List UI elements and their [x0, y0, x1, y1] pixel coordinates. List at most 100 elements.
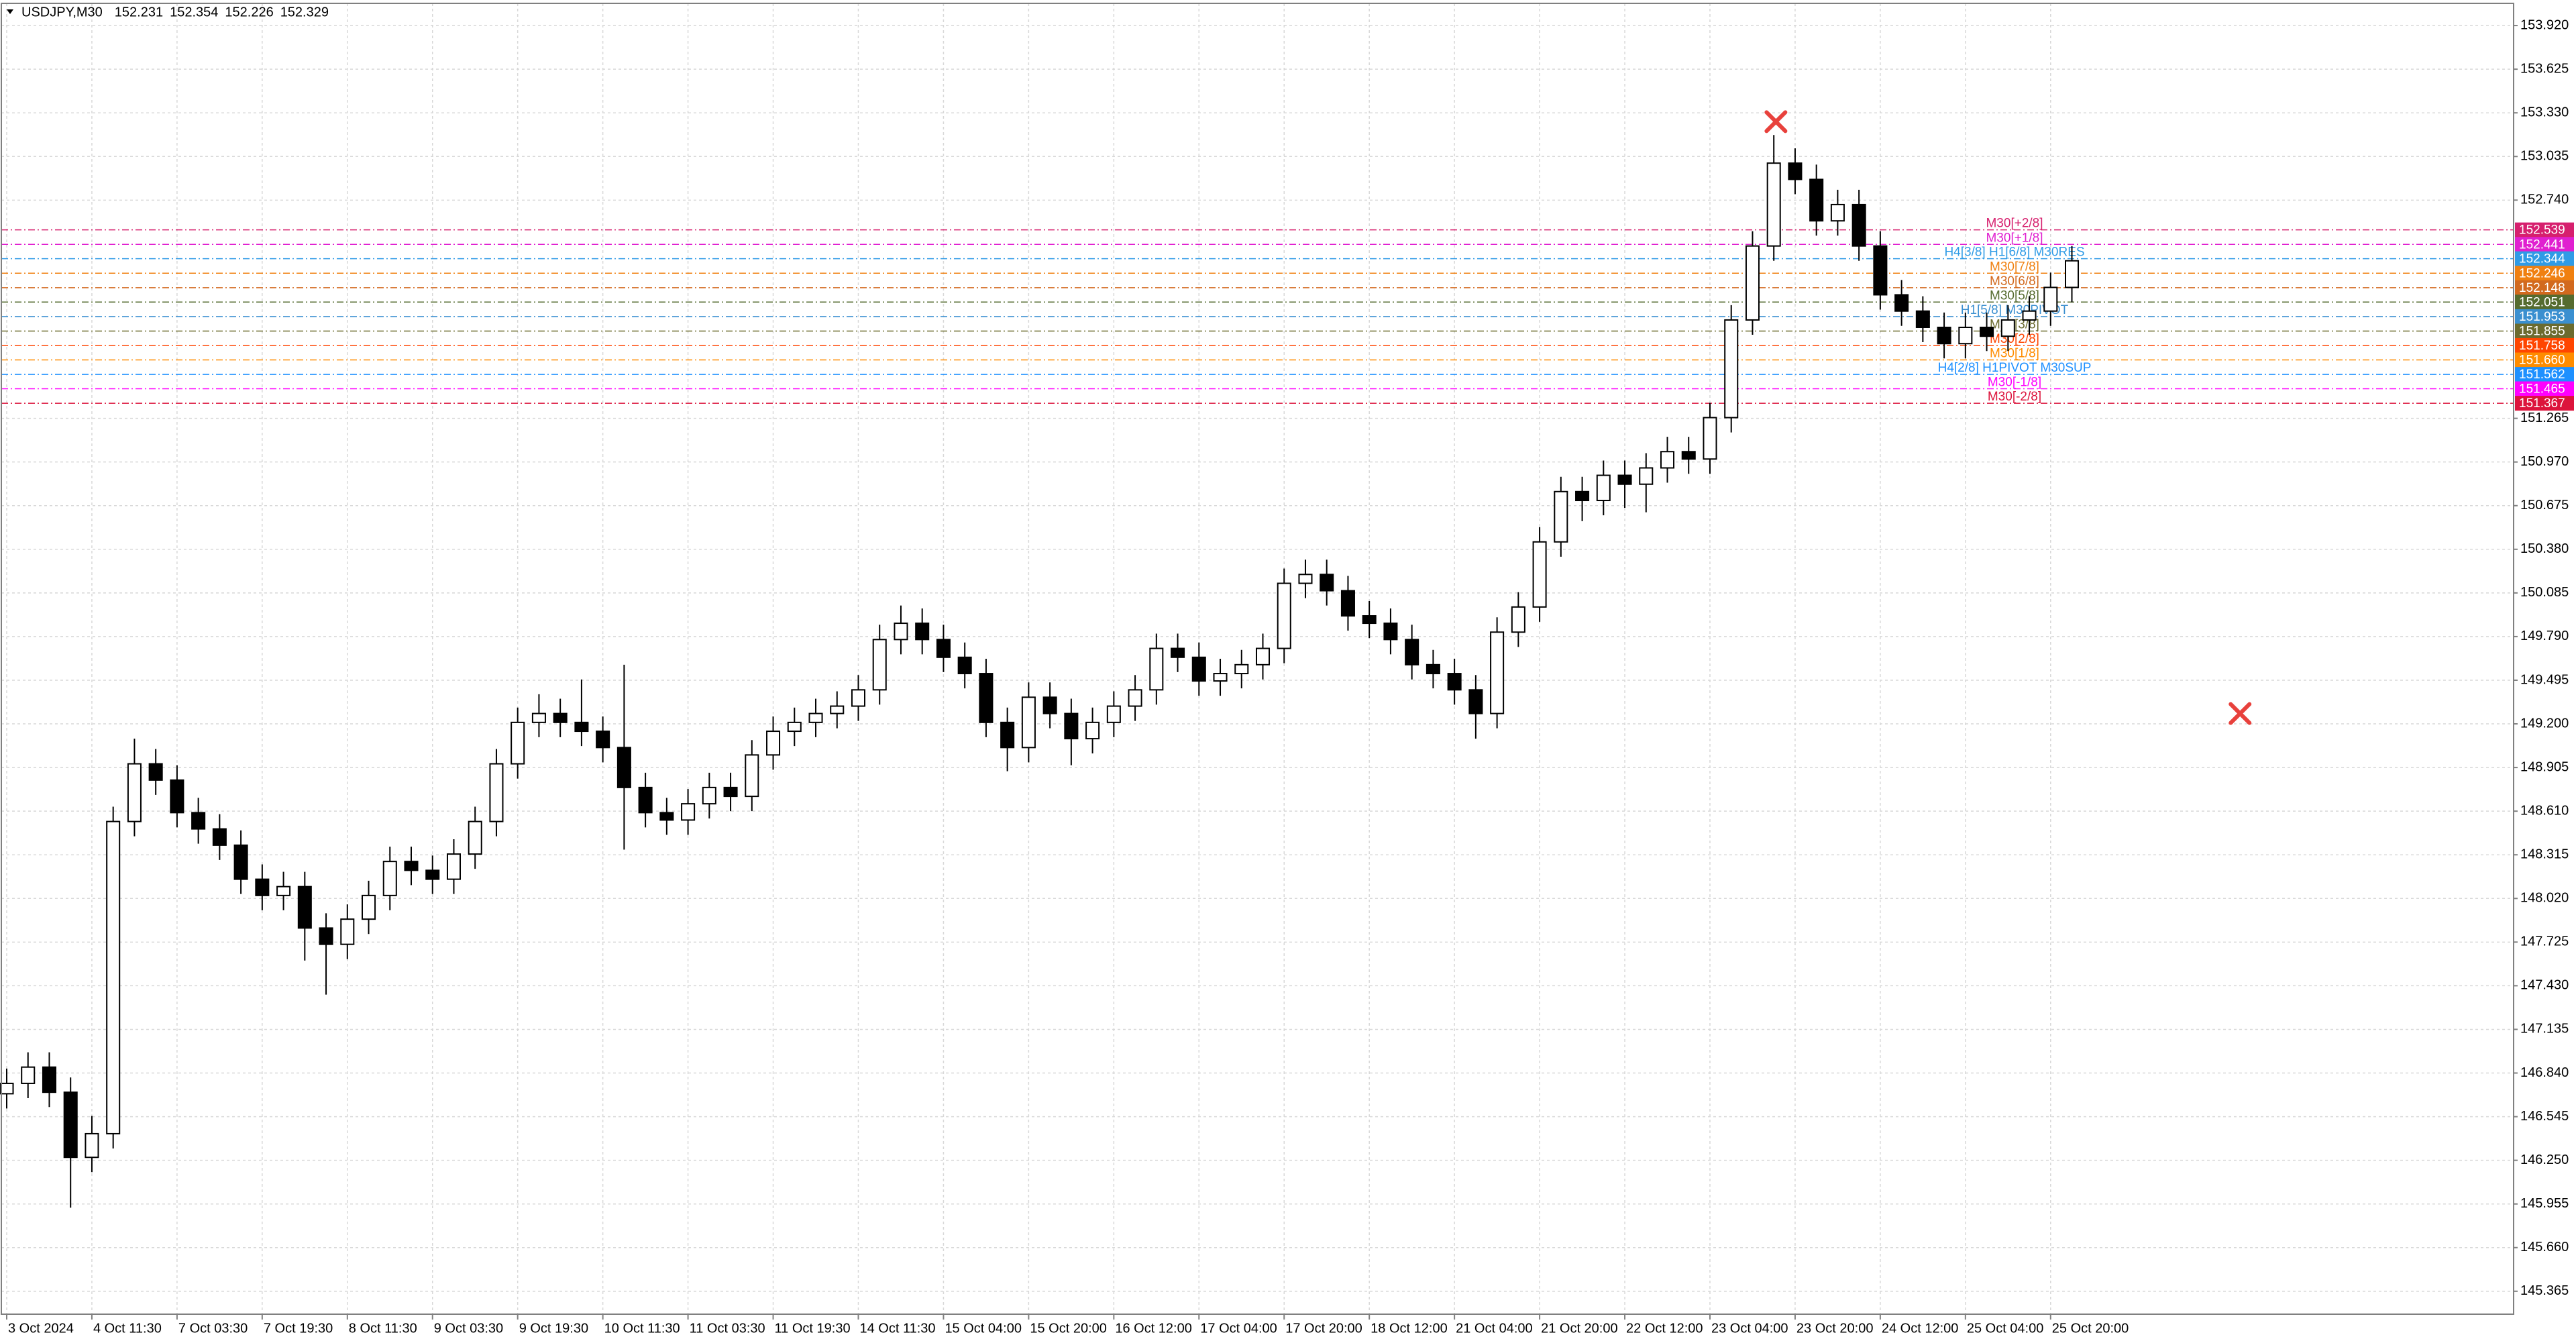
price-tag-label: 151.562	[2519, 368, 2565, 382]
y-tick-label: 145.660	[2520, 1240, 2569, 1254]
x-tick-label: 4 Oct 11:30	[93, 1321, 162, 1336]
x-tick-label: 21 Oct 04:00	[1456, 1321, 1533, 1336]
candle-body	[255, 878, 270, 896]
y-tick-label: 147.430	[2520, 978, 2569, 993]
candle-body	[1042, 696, 1057, 714]
y-tick-label: 148.020	[2520, 891, 2569, 906]
candle-body	[191, 812, 206, 830]
candle-body	[1660, 451, 1675, 469]
candle-body	[148, 763, 163, 781]
price-tag	[2515, 309, 2574, 324]
candle-body	[1085, 721, 1100, 740]
x-tick-label: 17 Oct 04:00	[1200, 1321, 1277, 1336]
x-tick-label: 15 Oct 04:00	[945, 1321, 1022, 1336]
candle-body	[1405, 639, 1419, 665]
y-tick-label: 146.840	[2520, 1065, 2569, 1080]
candle-body	[1639, 467, 1654, 485]
plot-frame	[1, 3, 2514, 1315]
price-tag	[2515, 280, 2574, 295]
x-tick-label: 23 Oct 20:00	[1796, 1321, 1874, 1336]
candle-body	[1809, 178, 1824, 222]
candle-body	[1937, 326, 1951, 345]
candle-body	[63, 1091, 78, 1159]
candle-body	[553, 712, 568, 723]
candle-body	[1490, 631, 1505, 714]
candle-body	[1064, 712, 1079, 740]
y-tick-label: 149.495	[2520, 672, 2569, 687]
candle-body	[1617, 474, 1632, 485]
quote-value: 152.226	[225, 5, 273, 19]
y-tick-label: 150.970	[2520, 454, 2569, 469]
price-tag-label: 152.344	[2519, 252, 2565, 266]
x-tick-label: 21 Oct 20:00	[1541, 1321, 1618, 1336]
candle-body	[1191, 656, 1206, 682]
level-label: M30[7/8]	[1990, 260, 2039, 274]
price-tag-label: 151.855	[2519, 325, 2565, 339]
cross-marker	[1764, 110, 1788, 133]
y-tick-label: 153.625	[2520, 61, 2569, 76]
candle-body	[1255, 647, 1271, 665]
candle-body	[1788, 162, 1803, 180]
candle-body	[1171, 647, 1185, 658]
candle-body	[1234, 663, 1249, 675]
price-tag	[2515, 396, 2574, 411]
candles	[0, 135, 2080, 1208]
candle-body	[1298, 574, 1313, 584]
y-tick-label: 145.955	[2520, 1196, 2569, 1211]
level-label: M30[6/8]	[1990, 274, 2039, 288]
candle-body	[21, 1066, 36, 1084]
candle-body	[1766, 162, 1781, 247]
y-tick-label: 153.330	[2520, 105, 2569, 119]
x-tick-label: 10 Oct 11:30	[604, 1321, 680, 1336]
candle-body	[894, 623, 908, 641]
level-label: M30[+2/8]	[1986, 217, 2043, 231]
level-label: M30[-1/8]	[1988, 376, 2041, 390]
candle-body	[2000, 319, 2015, 337]
candle-body	[170, 779, 184, 814]
y-tick-label: 153.920	[2520, 17, 2569, 32]
x-tick-label: 11 Oct 19:30	[775, 1321, 851, 1336]
menu-arrow[interactable]	[7, 9, 13, 14]
candle-body	[106, 820, 121, 1134]
candle-body	[425, 869, 440, 880]
price-tag	[2515, 323, 2574, 339]
candle-body	[766, 731, 781, 756]
candle-body	[1894, 294, 1909, 312]
candle-body	[1745, 245, 1760, 321]
candle-body	[362, 894, 376, 920]
candle-body	[1851, 203, 1866, 247]
x-tick-label: 11 Oct 03:30	[690, 1321, 765, 1336]
candle-body	[1149, 647, 1164, 691]
quote-value: 152.354	[170, 5, 218, 19]
y-tick-label: 150.085	[2520, 585, 2569, 600]
price-tag-label: 152.051	[2519, 295, 2565, 309]
x-tick-label: 25 Oct 04:00	[1967, 1321, 2044, 1336]
candle-body	[2043, 286, 2058, 312]
candle-body	[596, 731, 610, 749]
cross-marker	[2229, 702, 2252, 725]
y-tick-label: 147.135	[2520, 1022, 2569, 1036]
candle-body	[319, 927, 333, 945]
x-tick-label: 7 Oct 03:30	[178, 1321, 248, 1336]
price-tag	[2515, 367, 2574, 382]
candle-body	[1554, 490, 1568, 543]
candle-body	[659, 812, 674, 821]
quote-value: 152.329	[280, 5, 329, 19]
x-tick-label: 17 Oct 20:00	[1285, 1321, 1362, 1336]
price-tag-label: 151.953	[2519, 310, 2565, 324]
x-tick-label: 15 Oct 20:00	[1030, 1321, 1107, 1336]
candle-body	[745, 754, 759, 798]
candle-body	[2064, 260, 2080, 288]
candle-body	[233, 844, 248, 880]
candle-body	[808, 712, 823, 723]
candle-body	[489, 763, 504, 822]
price-tag-label: 152.441	[2519, 237, 2565, 252]
price-tag	[2515, 237, 2574, 252]
candle-body	[1021, 696, 1036, 749]
y-tick-label: 145.365	[2520, 1283, 2569, 1298]
y-tick-label: 148.315	[2520, 847, 2569, 861]
candle-body	[957, 656, 972, 675]
x-tick-label: 24 Oct 12:00	[1882, 1321, 1959, 1336]
x-tick-label: 23 Oct 04:00	[1711, 1321, 1788, 1336]
candle-body	[1511, 606, 1525, 633]
